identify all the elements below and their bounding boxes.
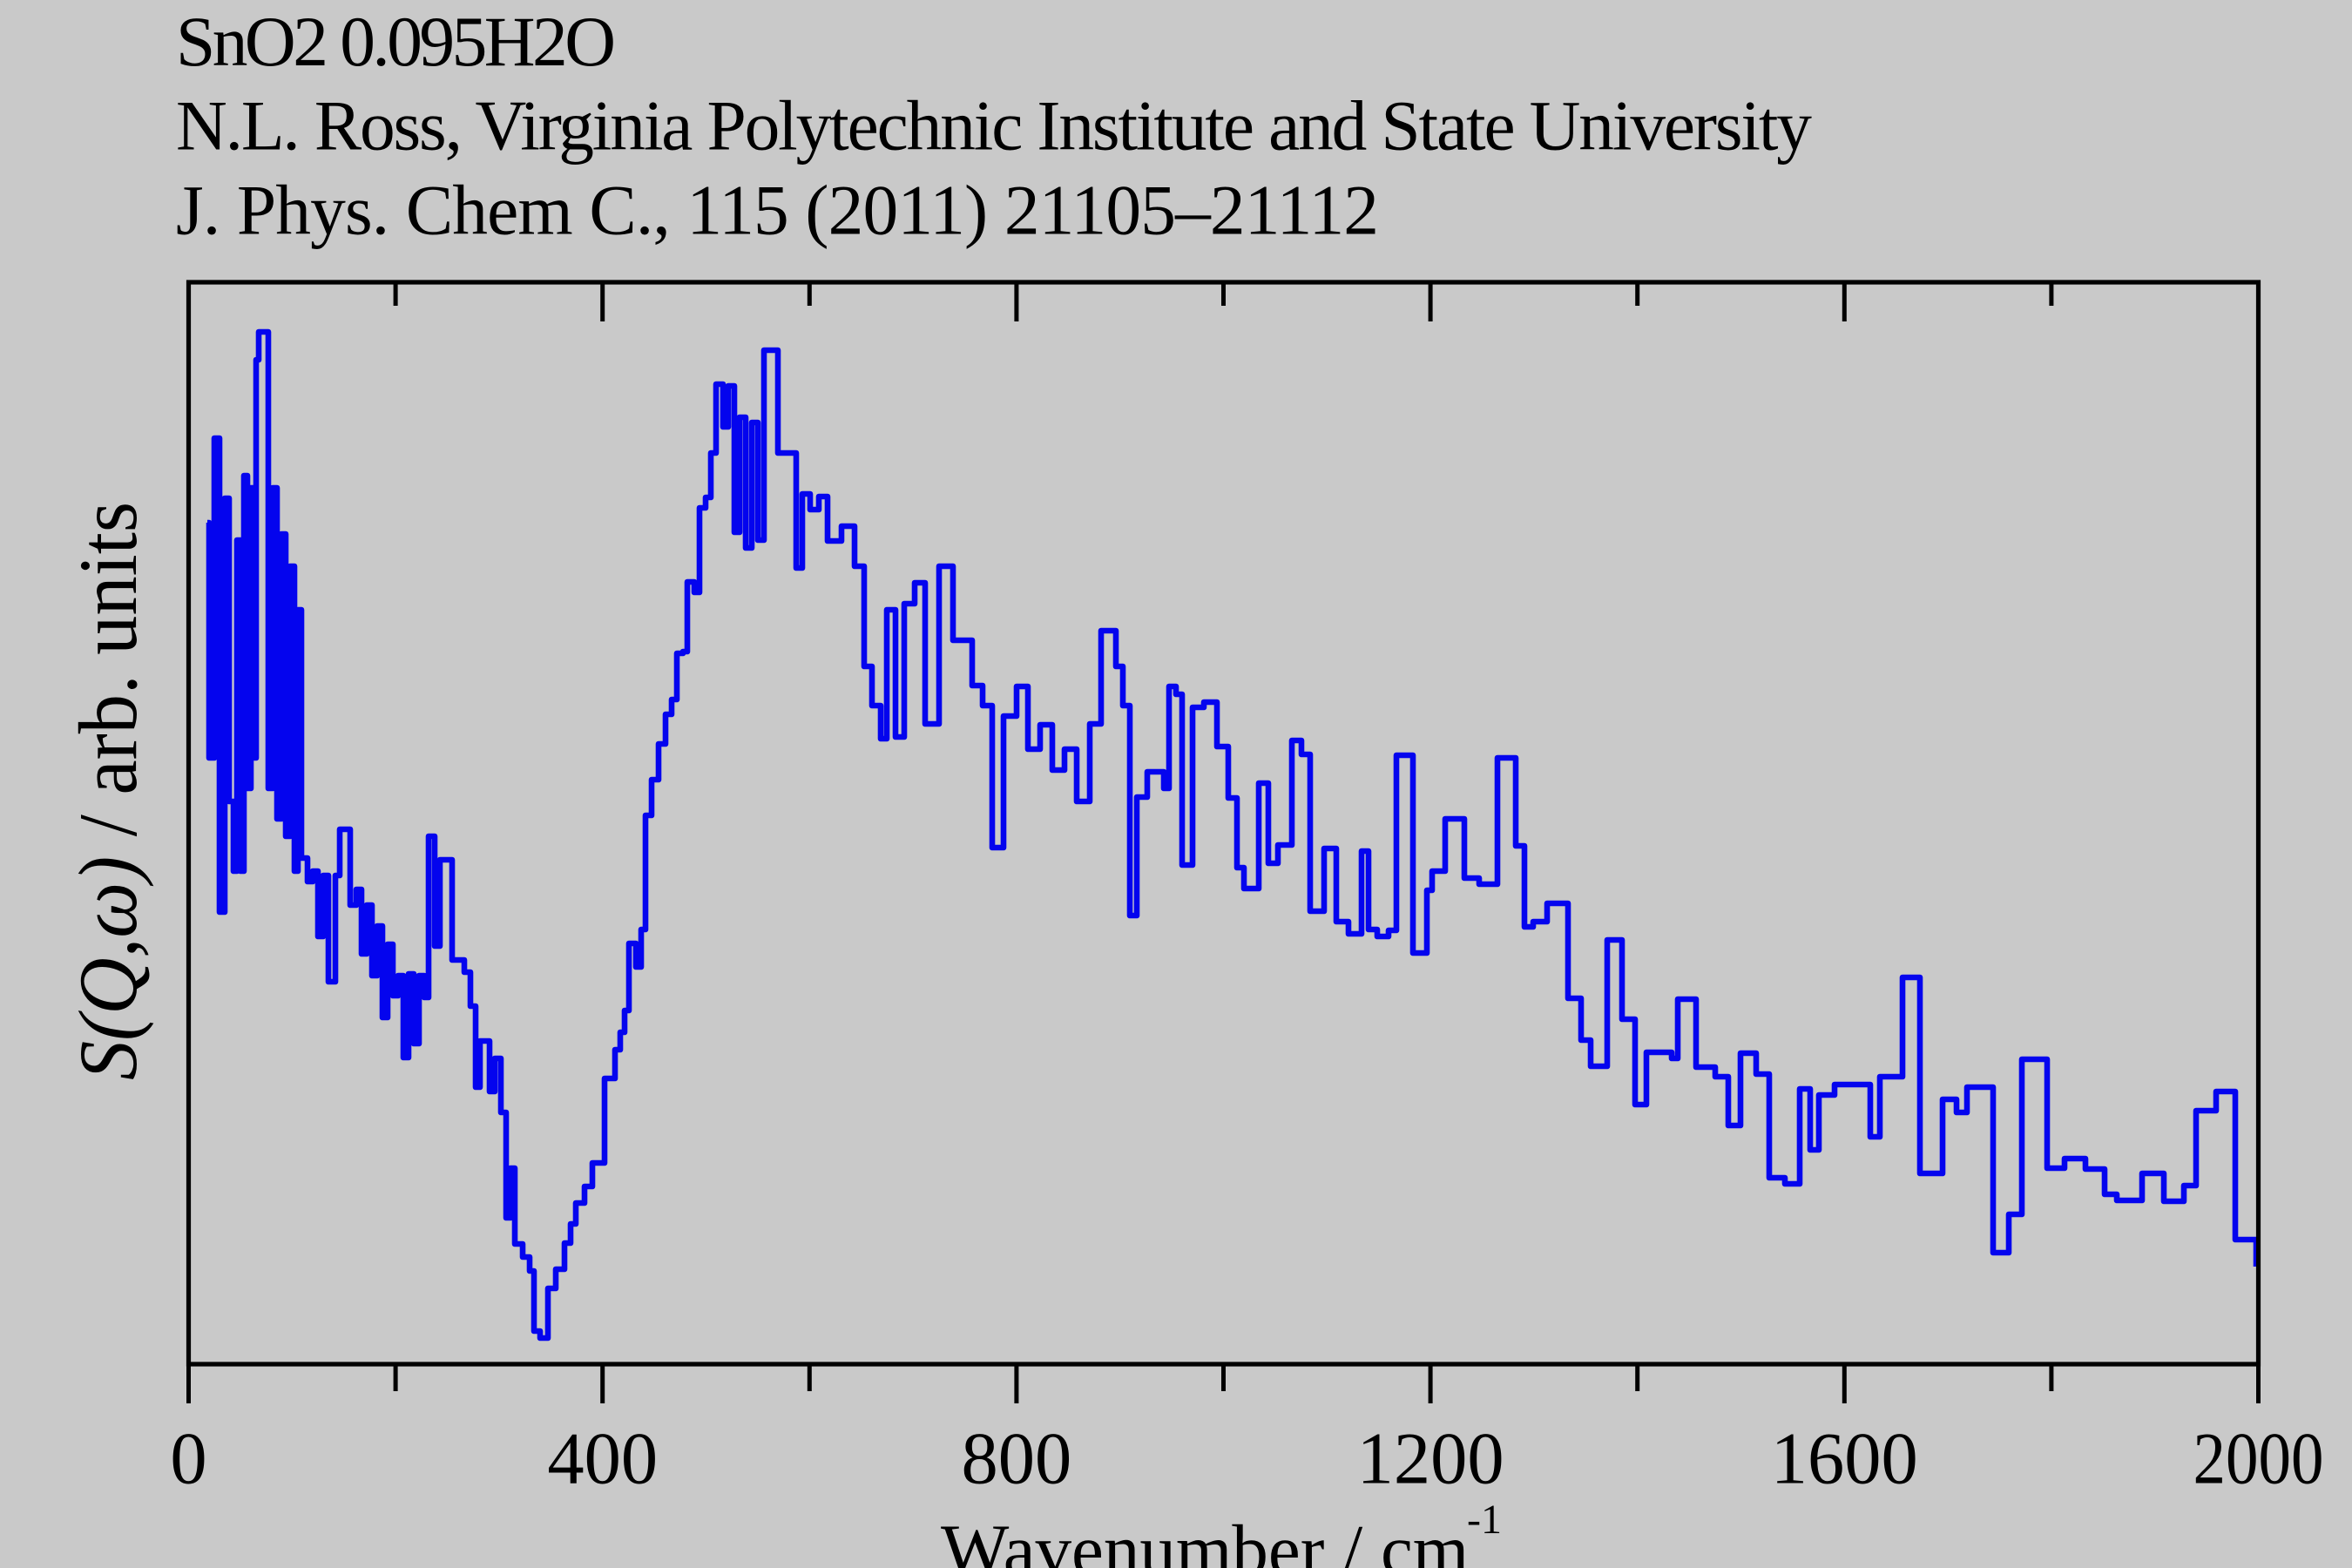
svg-text:2000: 2000: [2193, 1419, 2324, 1500]
svg-text:-1: -1: [1467, 1497, 1502, 1543]
svg-text:400: 400: [547, 1419, 658, 1500]
svg-text:800: 800: [962, 1419, 1072, 1500]
svg-text:1200: 1200: [1357, 1419, 1504, 1500]
svg-text:Wavenumber / cm: Wavenumber / cm: [941, 1510, 1469, 1568]
svg-text:N.L. Ross, Virginia Polytechni: N.L. Ross, Virginia Polytechnic Institut…: [176, 86, 1812, 166]
svg-text:SnO2 0.095H2O: SnO2 0.095H2O: [176, 2, 616, 81]
svg-text:S(Q,ω) / arb. units: S(Q,ω) / arb. units: [63, 502, 155, 1080]
svg-text:1600: 1600: [1771, 1419, 1918, 1500]
svg-text:0: 0: [170, 1419, 206, 1500]
svg-text:J. Phys. Chem C., 115 (2011) 2: J. Phys. Chem C., 115 (2011) 21105–21112: [176, 171, 1379, 250]
